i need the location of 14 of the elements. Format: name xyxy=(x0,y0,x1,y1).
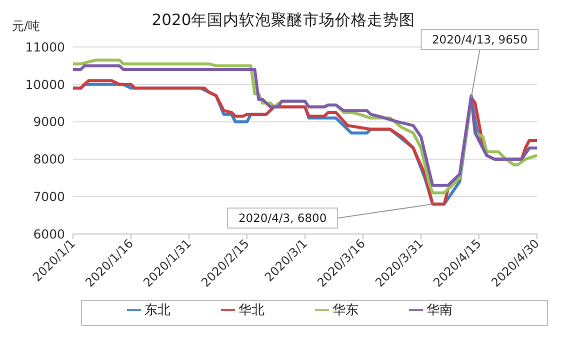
annotation: 2020/4/3, 6800 xyxy=(238,211,327,226)
chart-title: 2020年国内软泡聚醚市场价格走势图 xyxy=(152,11,416,29)
y-tick-label: 6000 xyxy=(33,226,66,242)
y-tick-label: 10000 xyxy=(25,76,66,92)
annotation: 2020/4/13, 9650 xyxy=(432,32,528,46)
legend-label: 华南 xyxy=(426,303,452,318)
y-tick-label: 7000 xyxy=(33,189,66,204)
legend-label: 华东 xyxy=(332,303,358,318)
legend-label: 东北 xyxy=(144,303,170,318)
y-axis-title: 元/吨 xyxy=(12,18,40,35)
y-tick-label: 8000 xyxy=(33,152,66,167)
y-tick-label: 11000 xyxy=(25,39,66,54)
y-tick-label: 9000 xyxy=(33,114,66,130)
legend-label: 华北 xyxy=(238,303,264,318)
